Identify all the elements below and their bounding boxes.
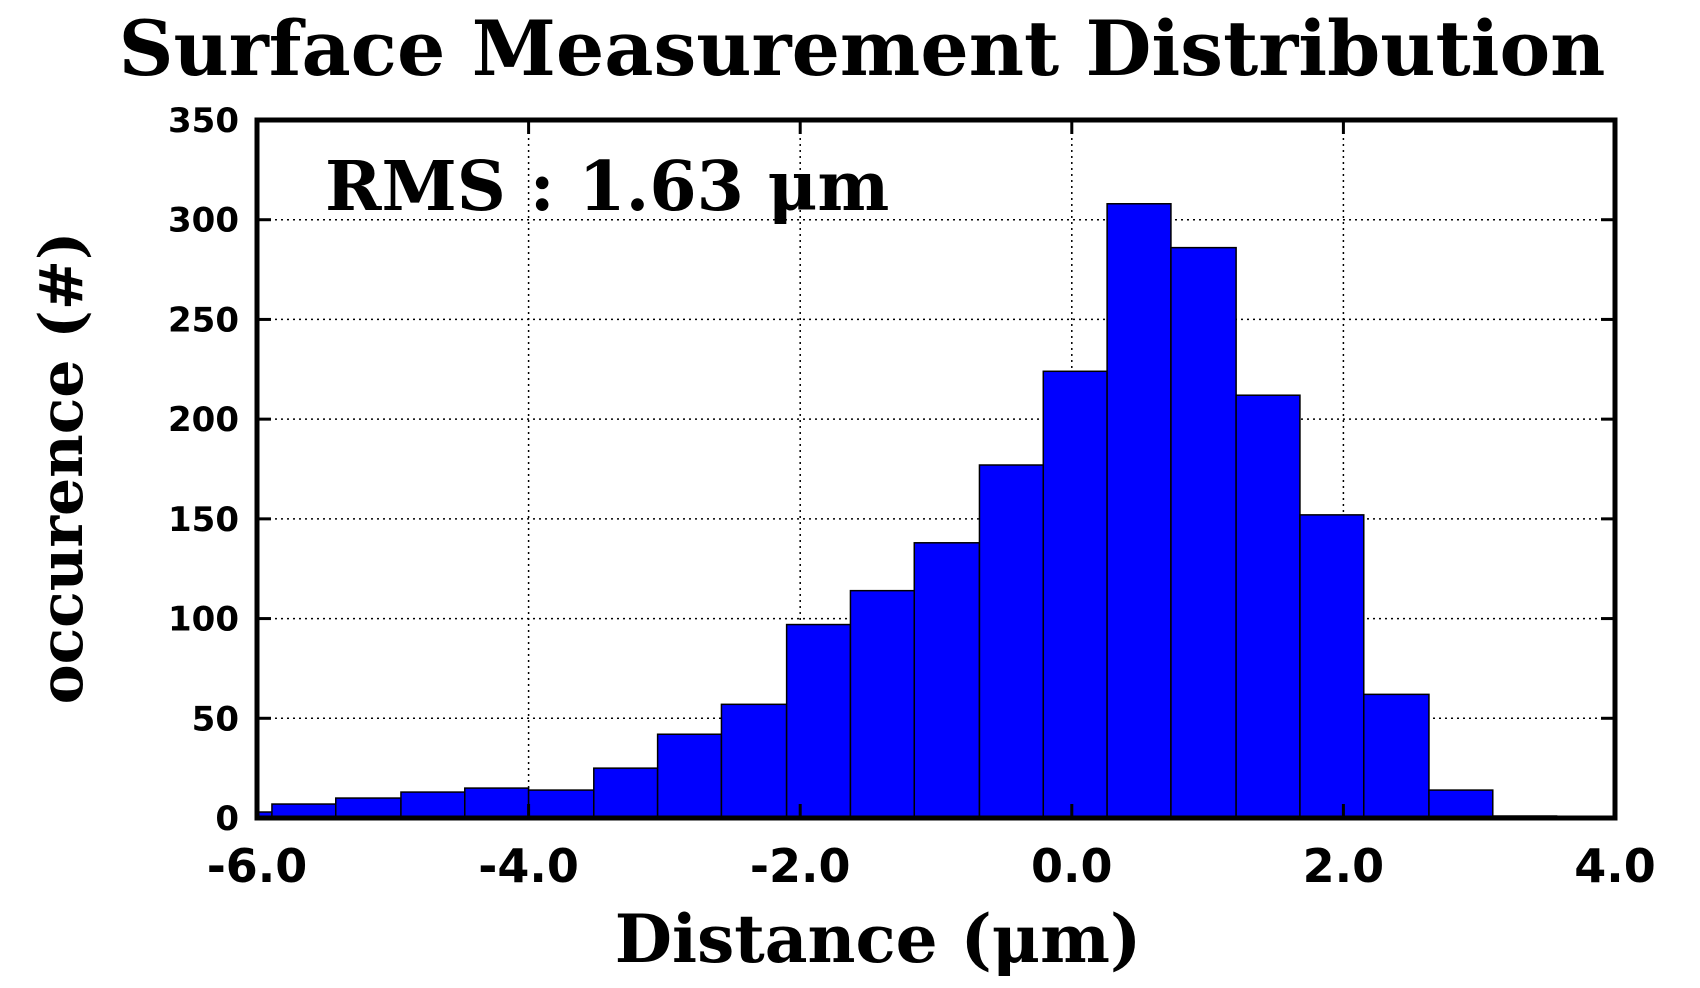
histogram-bar <box>1042 370 1108 819</box>
y-tick-label: 100 <box>168 600 239 640</box>
histogram-bar <box>1235 394 1301 819</box>
plot-frame <box>254 117 1618 821</box>
histogram-bar <box>1299 514 1365 819</box>
histogram-bar <box>593 767 659 819</box>
histogram-bar <box>1106 203 1172 819</box>
histogram-bar <box>656 733 723 819</box>
chart-title: Surface Measurement Distribution <box>119 4 1606 93</box>
y-tick-label: 350 <box>168 101 239 141</box>
histogram-bar <box>464 787 530 819</box>
y-tick-labels: 0 50 100 150 200 250 300 350 <box>168 101 239 839</box>
histogram-bar <box>913 542 981 819</box>
y-tick-label: 200 <box>168 400 239 440</box>
y-tick-label: 150 <box>168 500 239 540</box>
x-axis-label: Distance (μm) <box>615 900 1141 978</box>
histogram-bar <box>720 703 788 819</box>
x-tick-labels: -6.0 -4.0 -2.0 0.0 2.0 4.0 <box>207 839 1656 893</box>
y-tick-label: 300 <box>168 201 239 241</box>
x-tick-label: 2.0 <box>1303 839 1385 893</box>
y-tick-label: 50 <box>192 699 239 739</box>
x-tick-label: -6.0 <box>207 839 308 893</box>
histogram-bar <box>1363 693 1430 819</box>
histogram-bar <box>400 791 466 819</box>
x-tick-label: 4.0 <box>1574 839 1656 893</box>
histogram-bar <box>849 589 916 819</box>
histogram-bar <box>1428 789 1494 819</box>
y-tick-label: 250 <box>168 300 239 340</box>
x-tick-label: 0.0 <box>1031 839 1113 893</box>
y-tick-label: 0 <box>215 799 239 839</box>
histogram-bar <box>978 464 1045 819</box>
histogram-bar <box>335 797 402 819</box>
y-axis-label: occurence (#) <box>27 232 97 705</box>
histogram-bar <box>527 789 595 819</box>
x-tick-label: -4.0 <box>478 839 579 893</box>
histogram-bar <box>785 623 852 819</box>
rms-annotation: RMS : 1.63 μm <box>325 147 889 227</box>
histogram-bars <box>256 203 1558 819</box>
x-tick-label: -2.0 <box>750 839 851 893</box>
histogram-bar <box>1170 246 1237 819</box>
